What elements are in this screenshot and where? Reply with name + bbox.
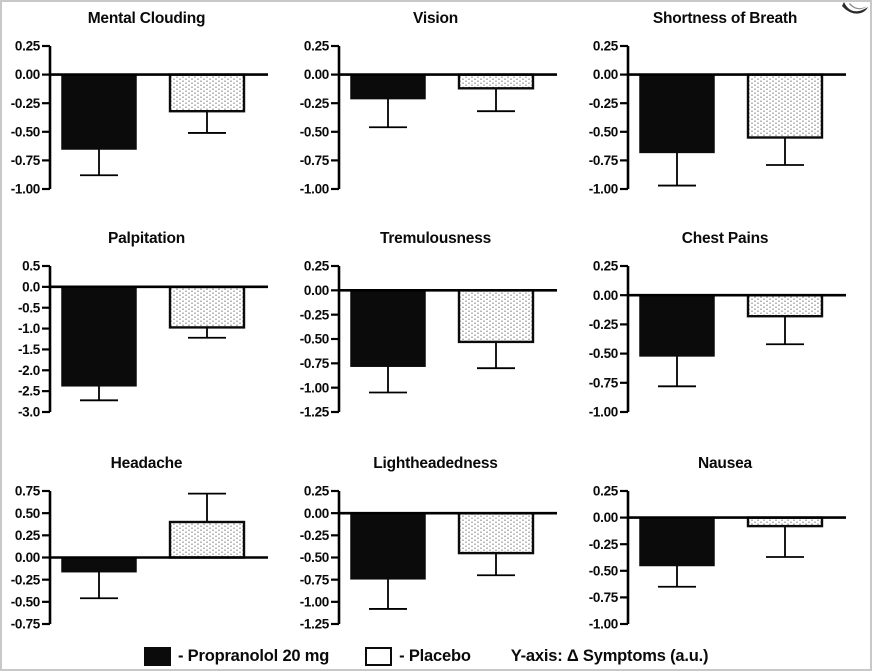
svg-text:-0.75: -0.75 [11,153,41,168]
subplot-palpitation: Palpitation 0.5 0.0 -0.5 -1.0 -1.5 -2.0 -2.5 -3… [2,222,291,447]
bar-chart: 0.25 0.00 -0.25 -0.50 -0.75 -1.00 -1.25 [300,259,557,420]
subplot-tremulousness: Tremulousness 0.25 0.00 -0.25 -0.50 -0.75 -1.… [291,222,580,447]
svg-text:0.00: 0.00 [304,506,329,521]
svg-text:-0.25: -0.25 [589,537,619,552]
subplot-chest-pains: Chest Pains 0.25 0.00 -0.25 -0.50 -0.75 -1.00 [580,222,870,447]
svg-text:-0.75: -0.75 [11,617,41,632]
svg-text:-0.25: -0.25 [300,528,330,543]
svg-text:0.25: 0.25 [593,484,619,499]
page-curl-artifact [842,2,868,14]
svg-text:0.25: 0.25 [593,39,619,54]
svg-text:-1.25: -1.25 [300,405,330,420]
subplot-vision: Vision 0.25 0.00 -0.25 -0.50 -0.75 -1.00 [291,2,580,222]
svg-text:0.00: 0.00 [304,283,329,298]
svg-text:-1.00: -1.00 [11,182,40,197]
svg-text:0.00: 0.00 [593,510,618,525]
svg-text:0.25: 0.25 [304,39,330,54]
chart-title: Vision [412,10,459,27]
bar-chart: 0.25 0.00 -0.25 -0.50 -0.75 -1.00 [11,39,268,197]
svg-text:0.25: 0.25 [15,39,41,54]
subplot-mental-clouding: Mental Clouding 0.25 0.00 -0.25 -0.50 -0.75 -… [2,2,291,222]
svg-text:-0.50: -0.50 [11,124,40,139]
svg-text:-0.50: -0.50 [589,346,618,361]
svg-text:-1.00: -1.00 [300,594,329,609]
propranolol-label: - Propranolol 20 mg [178,646,330,665]
bar-chart: 0.25 0.00 -0.25 -0.50 -0.75 -1.00 [300,39,557,197]
propranolol-swatch [144,646,171,666]
svg-text:-1.25: -1.25 [300,617,330,632]
svg-text:-0.75: -0.75 [300,572,330,587]
svg-text:-0.25: -0.25 [300,96,330,111]
svg-text:-0.50: -0.50 [300,124,329,139]
bar-chart: 0.25 0.00 -0.25 -0.50 -0.75 -1.00 [589,39,846,197]
legend: - Propranolol 20 mg - Placebo Y-axis: Δ … [2,645,870,667]
svg-text:0.00: 0.00 [593,67,618,82]
placebo-swatch [365,646,393,666]
svg-text:0.50: 0.50 [15,506,40,521]
svg-text:-0.25: -0.25 [300,307,330,322]
svg-text:0.5: 0.5 [22,259,41,274]
chart-title: Mental Clouding [87,10,206,27]
svg-text:0.25: 0.25 [304,484,330,499]
svg-text:-0.75: -0.75 [589,590,619,605]
chart-title: Tremulousness [379,230,492,247]
svg-text:0.00: 0.00 [593,288,618,303]
yaxis-note: Y-axis: Δ Symptoms (a.u.) [510,646,709,665]
subplot-nausea: Nausea 0.25 0.00 -0.25 -0.50 -0.75 -1.00 [580,447,870,645]
svg-text:0.25: 0.25 [15,528,41,543]
chart-title: Palpitation [107,230,186,247]
svg-text:-0.50: -0.50 [11,594,40,609]
svg-text:-0.25: -0.25 [589,317,619,332]
bar-chart: 0.25 0.00 -0.25 -0.50 -0.75 -1.00 -1.25 [300,484,557,632]
bar-chart: 0.25 0.00 -0.25 -0.50 -0.75 -1.00 [589,484,846,632]
subplot-lightheadedness: Lightheadedness 0.25 0.00 -0.25 -0.50 -0.75 -… [291,447,580,645]
bar-chart: 0.75 0.50 0.25 0.00 -0.25 -0.50 -0.75 [11,484,268,632]
chart-title: Headache [110,455,183,472]
svg-text:-3.0: -3.0 [18,405,40,420]
svg-text:-0.75: -0.75 [589,375,619,390]
svg-text:-1.00: -1.00 [589,182,618,197]
bar-chart: 0.25 0.00 -0.25 -0.50 -0.75 -1.00 [589,259,846,420]
svg-text:0.0: 0.0 [22,280,40,295]
svg-text:0.25: 0.25 [304,259,330,274]
svg-text:-0.25: -0.25 [589,96,619,111]
svg-text:0.25: 0.25 [593,259,619,274]
svg-text:-1.00: -1.00 [300,380,329,395]
subplot-headache: Headache 0.75 0.50 0.25 0.00 -0.25 -0.50 -0.75 [2,447,291,645]
svg-text:-2.0: -2.0 [18,363,40,378]
svg-text:-0.50: -0.50 [300,332,329,347]
svg-text:-0.50: -0.50 [589,563,618,578]
svg-text:-1.0: -1.0 [18,321,40,336]
subplot-shortness-of-breath: Shortness of Breath 0.25 0.00 -0.25 -0.50 -0… [580,2,870,222]
chart-title: Nausea [698,455,752,472]
svg-text:-0.25: -0.25 [11,572,41,587]
svg-text:-1.00: -1.00 [589,617,618,632]
bar-chart: 0.5 0.0 -0.5 -1.0 -1.5 -2.0 -2.5 -3.0 [18,259,268,420]
chart-title: Chest Pains [681,230,769,247]
svg-text:-0.25: -0.25 [11,96,41,111]
chart-title: Shortness of Breath [652,10,798,27]
svg-text:-2.5: -2.5 [18,384,41,399]
svg-text:0.75: 0.75 [15,484,41,499]
placebo-label: - Placebo [399,646,471,665]
svg-text:-1.00: -1.00 [589,405,618,420]
svg-text:-1.00: -1.00 [300,182,329,197]
svg-text:-0.75: -0.75 [300,153,330,168]
svg-text:-1.5: -1.5 [18,342,41,357]
svg-text:-0.50: -0.50 [300,550,329,565]
chart-title: Lightheadedness [373,455,498,472]
svg-text:-0.5: -0.5 [18,300,41,315]
svg-text:0.00: 0.00 [304,67,329,82]
svg-text:-0.75: -0.75 [589,153,619,168]
svg-text:-0.75: -0.75 [300,356,330,371]
svg-text:0.00: 0.00 [15,550,40,565]
svg-text:0.00: 0.00 [15,67,40,82]
svg-text:-0.50: -0.50 [589,124,618,139]
